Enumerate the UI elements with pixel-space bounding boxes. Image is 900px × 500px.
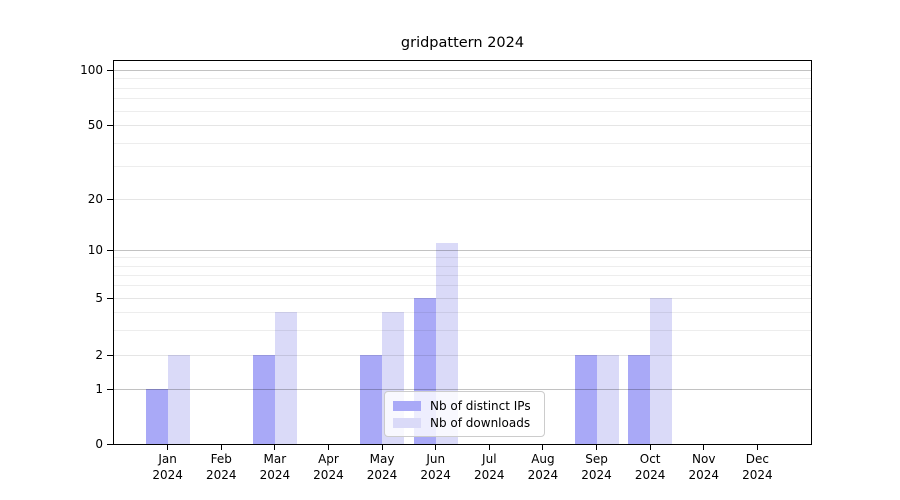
x-tick-mark (756, 444, 758, 450)
x-tick-mark (327, 444, 329, 450)
x-tick-mark (381, 444, 383, 450)
y-tick-mark (107, 249, 114, 251)
bar-distinct-ips (360, 355, 383, 444)
bar-downloads (167, 355, 190, 444)
x-tick-mark (596, 444, 598, 450)
x-tick-mark (274, 444, 276, 450)
y-tick-label: 2 (95, 348, 103, 362)
gridline (114, 166, 811, 168)
legend-label-distinct-ips: Nb of distinct IPs (430, 398, 531, 413)
gridline (114, 143, 811, 144)
gridline (114, 87, 811, 89)
y-tick-mark (107, 198, 114, 200)
bar-downloads (274, 311, 297, 444)
y-tick-label: 1 (95, 382, 103, 396)
x-tick-label: Dec 2024 (742, 452, 773, 482)
x-tick-label: May 2024 (366, 452, 398, 482)
gridline (114, 285, 811, 287)
legend: Nb of distinct IPs Nb of downloads (384, 391, 545, 437)
gridline (114, 250, 811, 251)
x-tick-mark (542, 444, 544, 450)
y-tick-mark (107, 388, 114, 390)
x-tick-label: Apr 2024 (313, 452, 344, 482)
y-tick-mark (107, 297, 114, 299)
y-tick-label: 20 (87, 192, 103, 206)
y-tick-label: 0 (95, 437, 103, 451)
x-tick-label: Sep 2024 (581, 452, 612, 482)
gridline (114, 78, 811, 80)
x-tick-label: Jun 2024 (420, 452, 451, 482)
x-tick-label: Nov 2024 (688, 452, 720, 482)
gridline (114, 257, 811, 259)
y-tick-mark (107, 443, 114, 445)
gridline (114, 110, 811, 112)
legend-item-distinct-ips: Nb of distinct IPs (393, 399, 536, 413)
gridline (114, 70, 811, 71)
y-tick-mark (107, 69, 114, 71)
bar-distinct-ips (252, 355, 275, 444)
y-tick-label: 10 (87, 243, 103, 257)
y-tick-label: 50 (87, 118, 103, 132)
gridline (114, 355, 811, 356)
gridline (114, 389, 811, 390)
bar-distinct-ips (145, 389, 168, 444)
x-tick-mark (435, 444, 437, 450)
x-tick-mark (703, 444, 705, 450)
gridline (114, 265, 811, 267)
legend-swatch-downloads (393, 417, 421, 428)
gridline (114, 199, 811, 200)
x-tick-label: Jul 2024 (474, 452, 505, 482)
gridline (114, 98, 811, 100)
legend-item-downloads: Nb of downloads (393, 416, 536, 430)
x-tick-mark (649, 444, 651, 450)
gridline (114, 274, 811, 276)
x-tick-label: Aug 2024 (527, 452, 559, 482)
x-tick-label: Jan 2024 (152, 452, 183, 482)
bar-downloads (596, 355, 619, 444)
bar-downloads (650, 298, 673, 444)
y-tick-mark (107, 124, 114, 126)
x-tick-mark (220, 444, 222, 450)
legend-swatch-distinct-ips (393, 400, 421, 411)
x-tick-label: Mar 2024 (259, 452, 291, 482)
y-tick-label: 100 (80, 63, 103, 77)
bar-distinct-ips (628, 355, 651, 444)
x-tick-label: Oct 2024 (634, 452, 666, 482)
bar-distinct-ips (574, 355, 597, 444)
gridline (114, 329, 811, 331)
y-tick-label: 5 (95, 291, 103, 305)
gridline (114, 298, 811, 299)
chart-title: gridpattern 2024 (400, 35, 525, 51)
legend-label-downloads: Nb of downloads (430, 415, 531, 430)
x-tick-mark (488, 444, 490, 450)
gridline (114, 311, 811, 313)
y-tick-mark (107, 354, 114, 356)
x-tick-mark (167, 444, 169, 450)
plot-area: Nb of distinct IPs Nb of downloads (114, 61, 811, 444)
gridline (114, 125, 811, 126)
x-tick-label: Feb 2024 (205, 452, 237, 482)
